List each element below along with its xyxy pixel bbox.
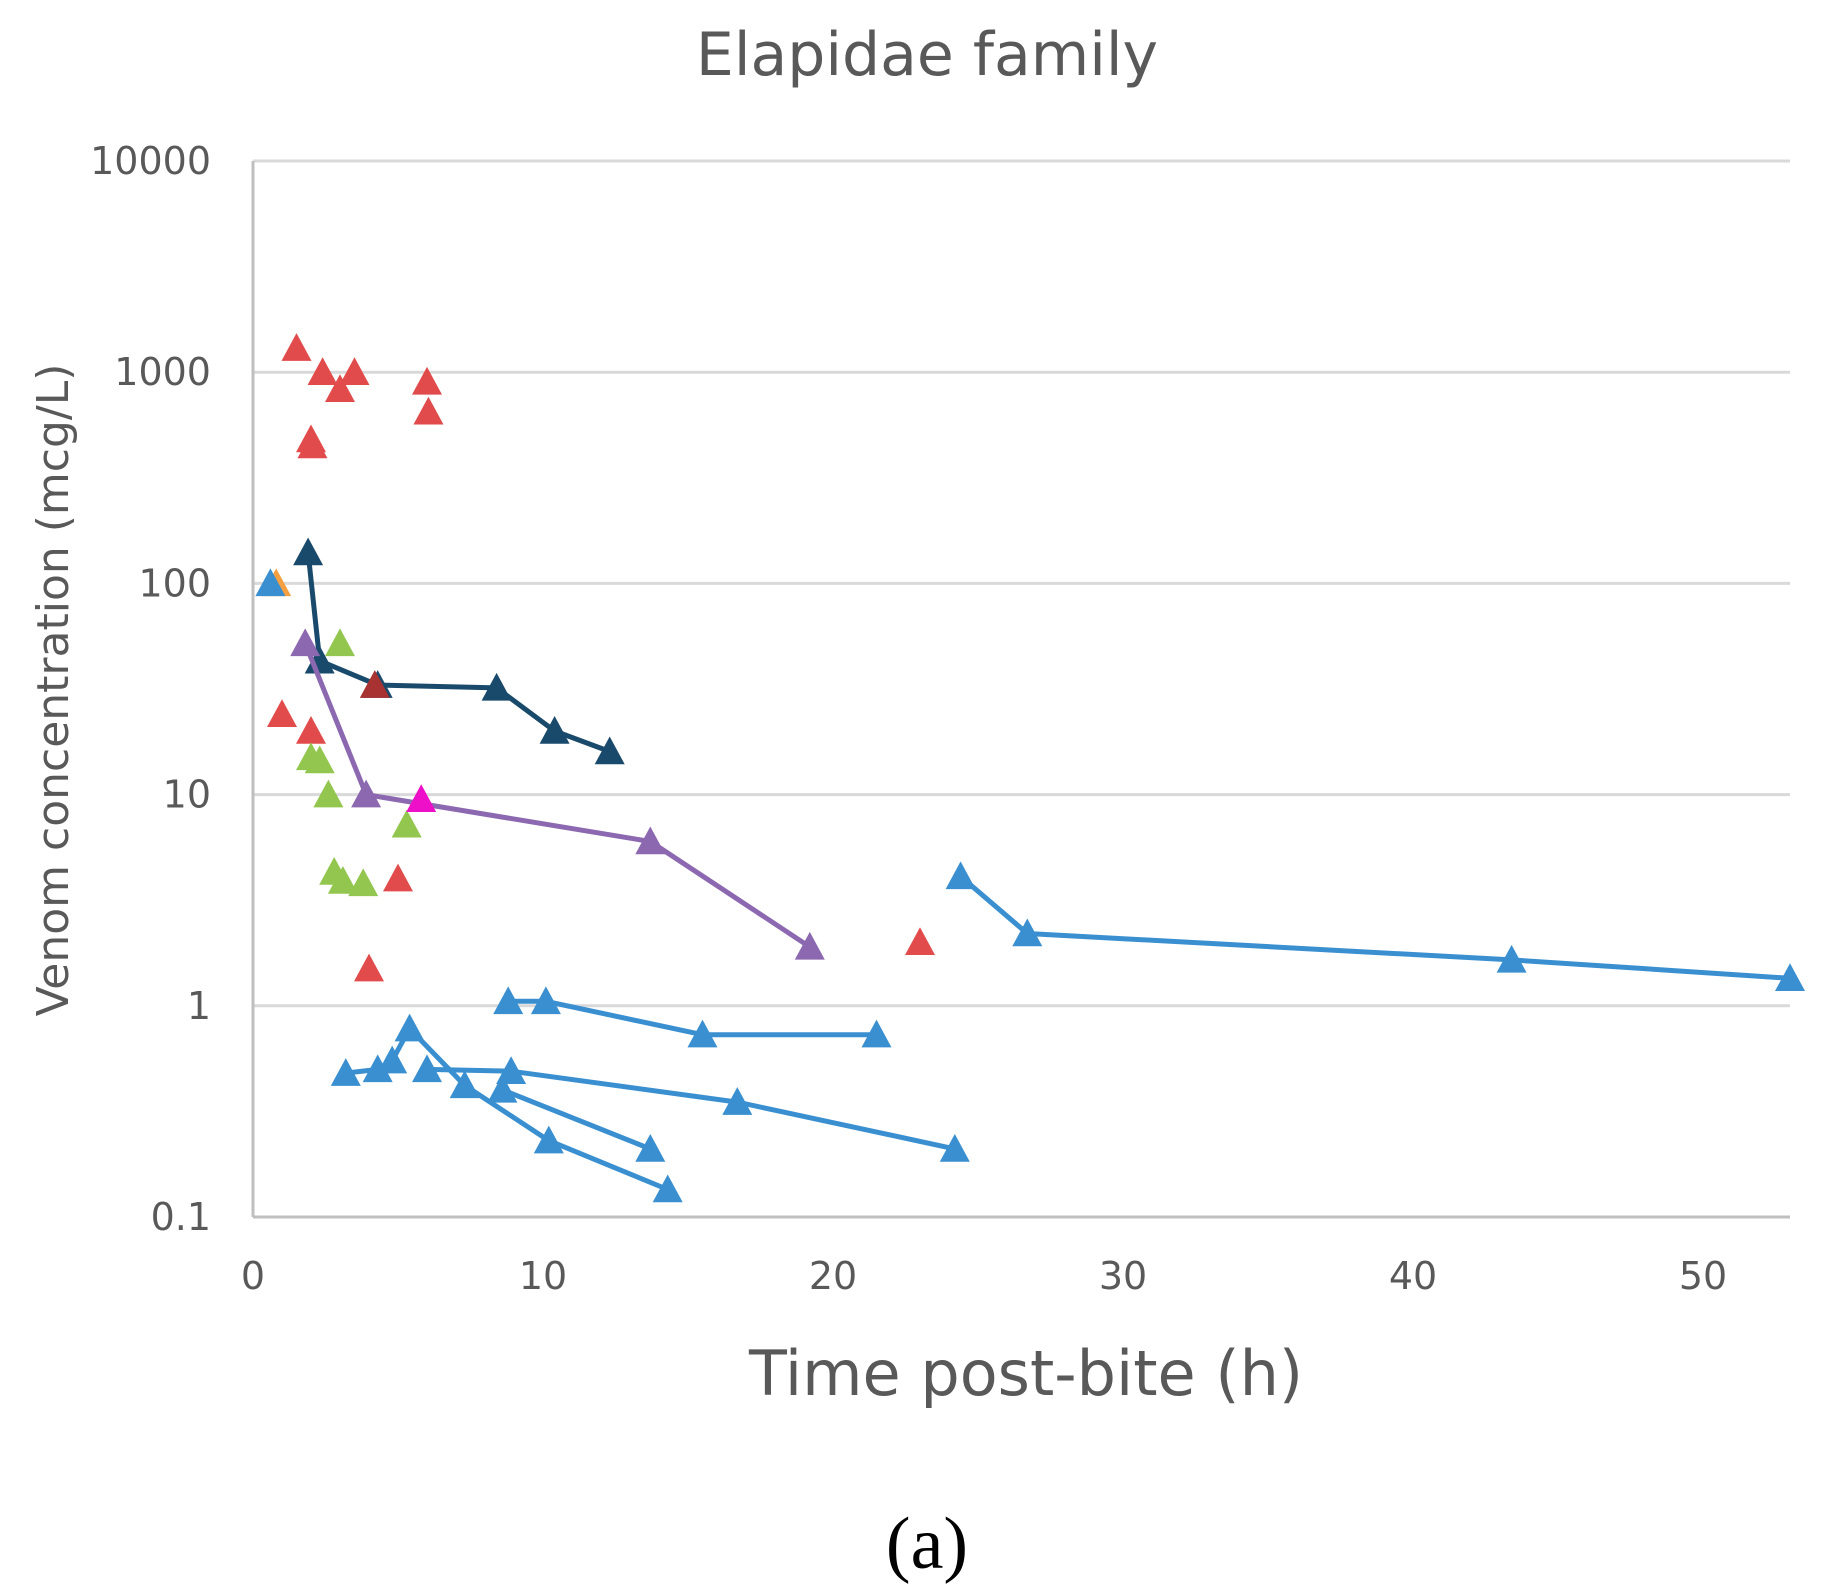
purple-series-marker <box>635 826 666 855</box>
axes <box>251 161 1790 1219</box>
navy-series-marker <box>481 672 512 701</box>
blue-series-3-marker <box>652 1174 683 1203</box>
blue-series-1-marker <box>1775 963 1805 992</box>
blue-series-3-marker <box>533 1125 564 1154</box>
x-axis-label: Time post-bite (h) <box>748 1337 1303 1410</box>
magenta-point <box>406 784 437 813</box>
blue-series-2-marker <box>861 1019 892 1048</box>
y-tick-label: 10 <box>163 773 211 817</box>
red-points-marker <box>354 953 384 982</box>
blue-series-1-marker <box>945 861 976 890</box>
red-points <box>267 333 935 982</box>
purple-series-line <box>302 642 812 949</box>
grid-lines <box>253 159 1790 1008</box>
blue-series-2-marker <box>530 986 561 1015</box>
magenta-point-marker <box>406 784 437 813</box>
blue-series-2 <box>493 986 892 1048</box>
navy-series-marker <box>539 716 570 744</box>
blue-series-3-marker <box>330 1058 361 1086</box>
purple-series <box>290 628 825 960</box>
navy-series-marker <box>293 537 324 566</box>
blue-series-4-marker <box>722 1087 753 1115</box>
blue-series-1-marker <box>1012 918 1043 947</box>
blue-series-2-line <box>508 998 877 1038</box>
light-blue-point-marker <box>255 568 286 597</box>
red-points-marker <box>281 333 312 361</box>
red-points-marker <box>412 366 442 395</box>
blue-series-1-marker <box>1496 944 1527 973</box>
x-tick-label: 40 <box>1389 1254 1437 1298</box>
blue-series-5-marker <box>487 1074 518 1103</box>
blue-series-4 <box>412 1054 970 1162</box>
blue-series-1-line <box>958 874 1791 981</box>
y-axis-label: Venom concentration (mcg/L) <box>28 364 79 1017</box>
data-series <box>255 333 1805 1203</box>
light-blue-point <box>255 568 286 597</box>
purple-series-marker <box>290 628 321 657</box>
red-points-marker <box>325 374 355 403</box>
y-tick-label: 100 <box>138 561 211 605</box>
blue-series-2-marker <box>687 1019 718 1048</box>
purple-series-marker <box>351 779 382 808</box>
green-points-marker <box>325 628 355 657</box>
blue-series-1 <box>945 861 1805 992</box>
green-points-marker <box>327 865 358 894</box>
blue-series-3 <box>330 1013 683 1203</box>
blue-series-5 <box>487 1074 666 1162</box>
blue-series-5-marker <box>635 1133 666 1162</box>
dark-red-point <box>359 670 390 698</box>
chart-title: Elapidae family <box>696 20 1158 90</box>
blue-series-5-line <box>501 1087 652 1152</box>
x-tick-label: 10 <box>519 1254 567 1298</box>
red-points-marker <box>905 927 935 955</box>
red-points-marker <box>307 357 338 385</box>
red-points-marker <box>383 863 413 892</box>
red-points-marker <box>297 430 328 459</box>
green-points-marker <box>348 868 379 897</box>
blue-series-3-marker <box>362 1054 393 1083</box>
red-points-marker <box>296 716 326 744</box>
x-tick-label: 50 <box>1679 1254 1727 1298</box>
tick-labels: 0.1 1 10 100 1000 10000 0 10 20 30 40 50 <box>90 139 1727 1298</box>
dark-red-point-marker <box>359 670 390 698</box>
red-points-marker <box>413 396 444 425</box>
blue-series-4-line <box>426 1066 956 1152</box>
navy-series <box>293 537 625 765</box>
blue-series-2-marker <box>493 986 524 1015</box>
y-tick-label: 10000 <box>90 139 211 183</box>
green-points <box>296 628 422 897</box>
y-tick-label: 0.1 <box>151 1195 211 1239</box>
x-tick-label: 0 <box>241 1254 265 1298</box>
red-points-marker <box>267 699 297 728</box>
y-tick-label: 1000 <box>114 350 211 394</box>
navy-series-marker <box>594 736 625 765</box>
blue-series-4-marker <box>939 1133 970 1162</box>
green-points-marker <box>304 745 335 774</box>
y-tick-label: 1 <box>187 984 211 1028</box>
x-tick-label: 30 <box>1099 1254 1147 1298</box>
red-points-marker <box>339 357 370 385</box>
green-points-marker <box>313 779 344 808</box>
purple-series-marker <box>794 931 825 960</box>
blue-series-3-marker <box>394 1013 425 1042</box>
x-tick-label: 20 <box>809 1254 857 1298</box>
blue-series-3-marker <box>449 1070 480 1099</box>
panel-label: (a) <box>886 1503 968 1585</box>
blue-series-4-marker <box>412 1054 442 1083</box>
blue-series-3-marker <box>377 1045 408 1074</box>
blue-series-4-marker <box>496 1056 527 1084</box>
green-points-marker <box>391 809 422 838</box>
